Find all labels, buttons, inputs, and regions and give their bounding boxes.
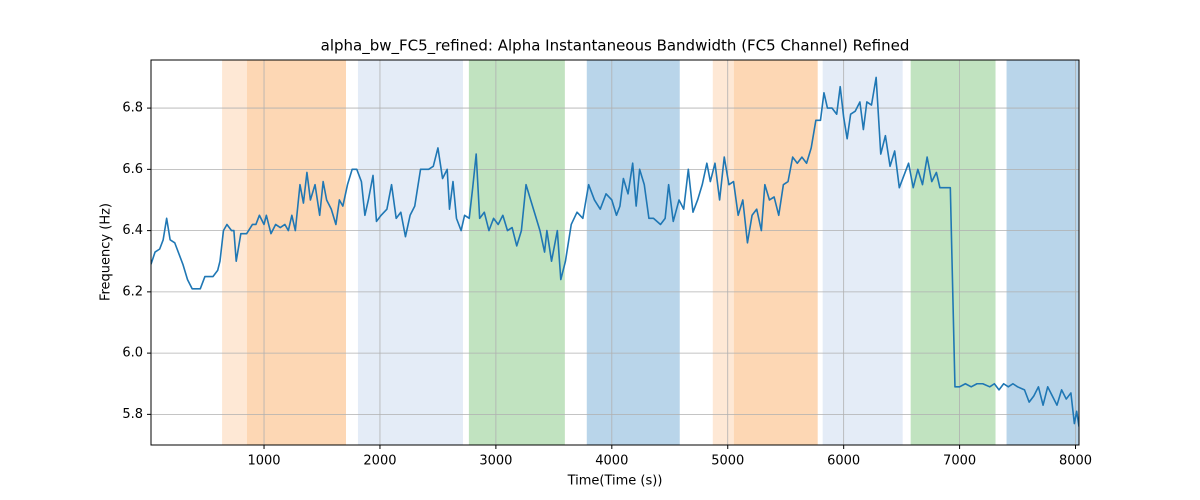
axes: 1000 2000 3000 4000 5000 6000 7000 8000 5.8 6.0 6.…	[122, 101, 1092, 469]
data-line	[151, 76, 1079, 427]
x-tick-label: 5000	[711, 454, 744, 469]
y-tick-label: 5.8	[122, 407, 143, 422]
x-tick-label: 4000	[595, 454, 628, 469]
shaded-region	[1006, 60, 1079, 445]
regions	[222, 60, 1079, 445]
chart-title: alpha_bw_FC5_refined: Alpha Instantaneou…	[321, 37, 910, 56]
shaded-region	[586, 60, 680, 445]
shaded-region	[712, 60, 734, 445]
x-axis-label: Time(Time (s))	[567, 474, 663, 489]
x-tick-label: 8000	[1059, 454, 1092, 469]
x-tick-label: 6000	[827, 454, 860, 469]
shaded-region	[222, 60, 247, 445]
shaded-region	[357, 60, 463, 445]
y-tick-label: 6.0	[122, 346, 143, 361]
shaded-region	[910, 60, 996, 445]
lines	[151, 76, 1079, 427]
shaded-region	[733, 60, 818, 445]
y-tick-label: 6.6	[122, 162, 143, 177]
plot-frame	[150, 59, 1080, 446]
x-tick-label: 1000	[247, 454, 280, 469]
x-tick-label: 7000	[943, 454, 976, 469]
x-tick-label: 3000	[479, 454, 512, 469]
y-tick-label: 6.4	[122, 223, 143, 238]
shaded-region	[468, 60, 565, 445]
y-axis-label: Frequency (Hz)	[99, 203, 114, 301]
y-tick-label: 6.2	[122, 284, 143, 299]
x-tick-label: 2000	[363, 454, 396, 469]
shaded-region	[246, 60, 346, 445]
y-tick-label: 6.8	[122, 101, 143, 116]
